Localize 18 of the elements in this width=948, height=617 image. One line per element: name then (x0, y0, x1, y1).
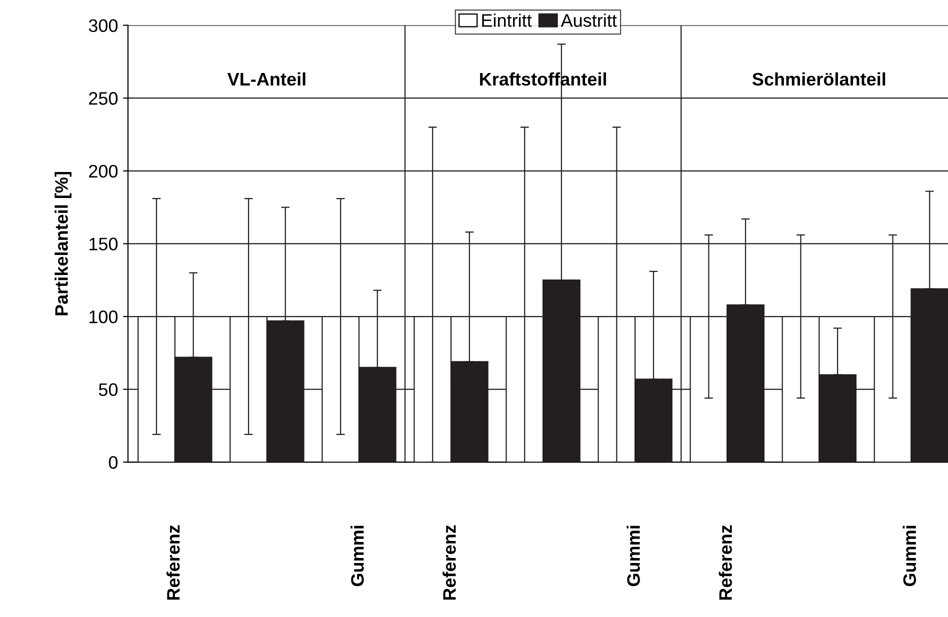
x-tick-label: Referenz (718, 525, 732, 600)
y-tick-label: 0 (108, 456, 118, 469)
y-tick-label: 50 (98, 383, 118, 396)
x-tick-label: Gummi (350, 526, 364, 586)
annotation: Schmierölanteil (752, 72, 886, 86)
y-tick-label: 100 (90, 310, 118, 324)
y-axis-title: Partikelanteil [%] (54, 172, 72, 316)
annotation: VL-Anteil (227, 72, 306, 86)
y-tick-label: 200 (89, 164, 118, 178)
y-tick-label: 300 (88, 19, 118, 32)
x-tick-label: Referenz (442, 525, 456, 600)
legend-label: Eintritt (482, 14, 532, 27)
x-tick-label: Gummi (902, 526, 916, 586)
y-tick-label: 150 (90, 238, 118, 250)
y-tick-label: 250 (89, 92, 118, 105)
x-tick-label: Gummi (626, 526, 640, 586)
x-tick-label: Referenz (166, 525, 180, 600)
legend-label: Austritt (560, 14, 617, 27)
